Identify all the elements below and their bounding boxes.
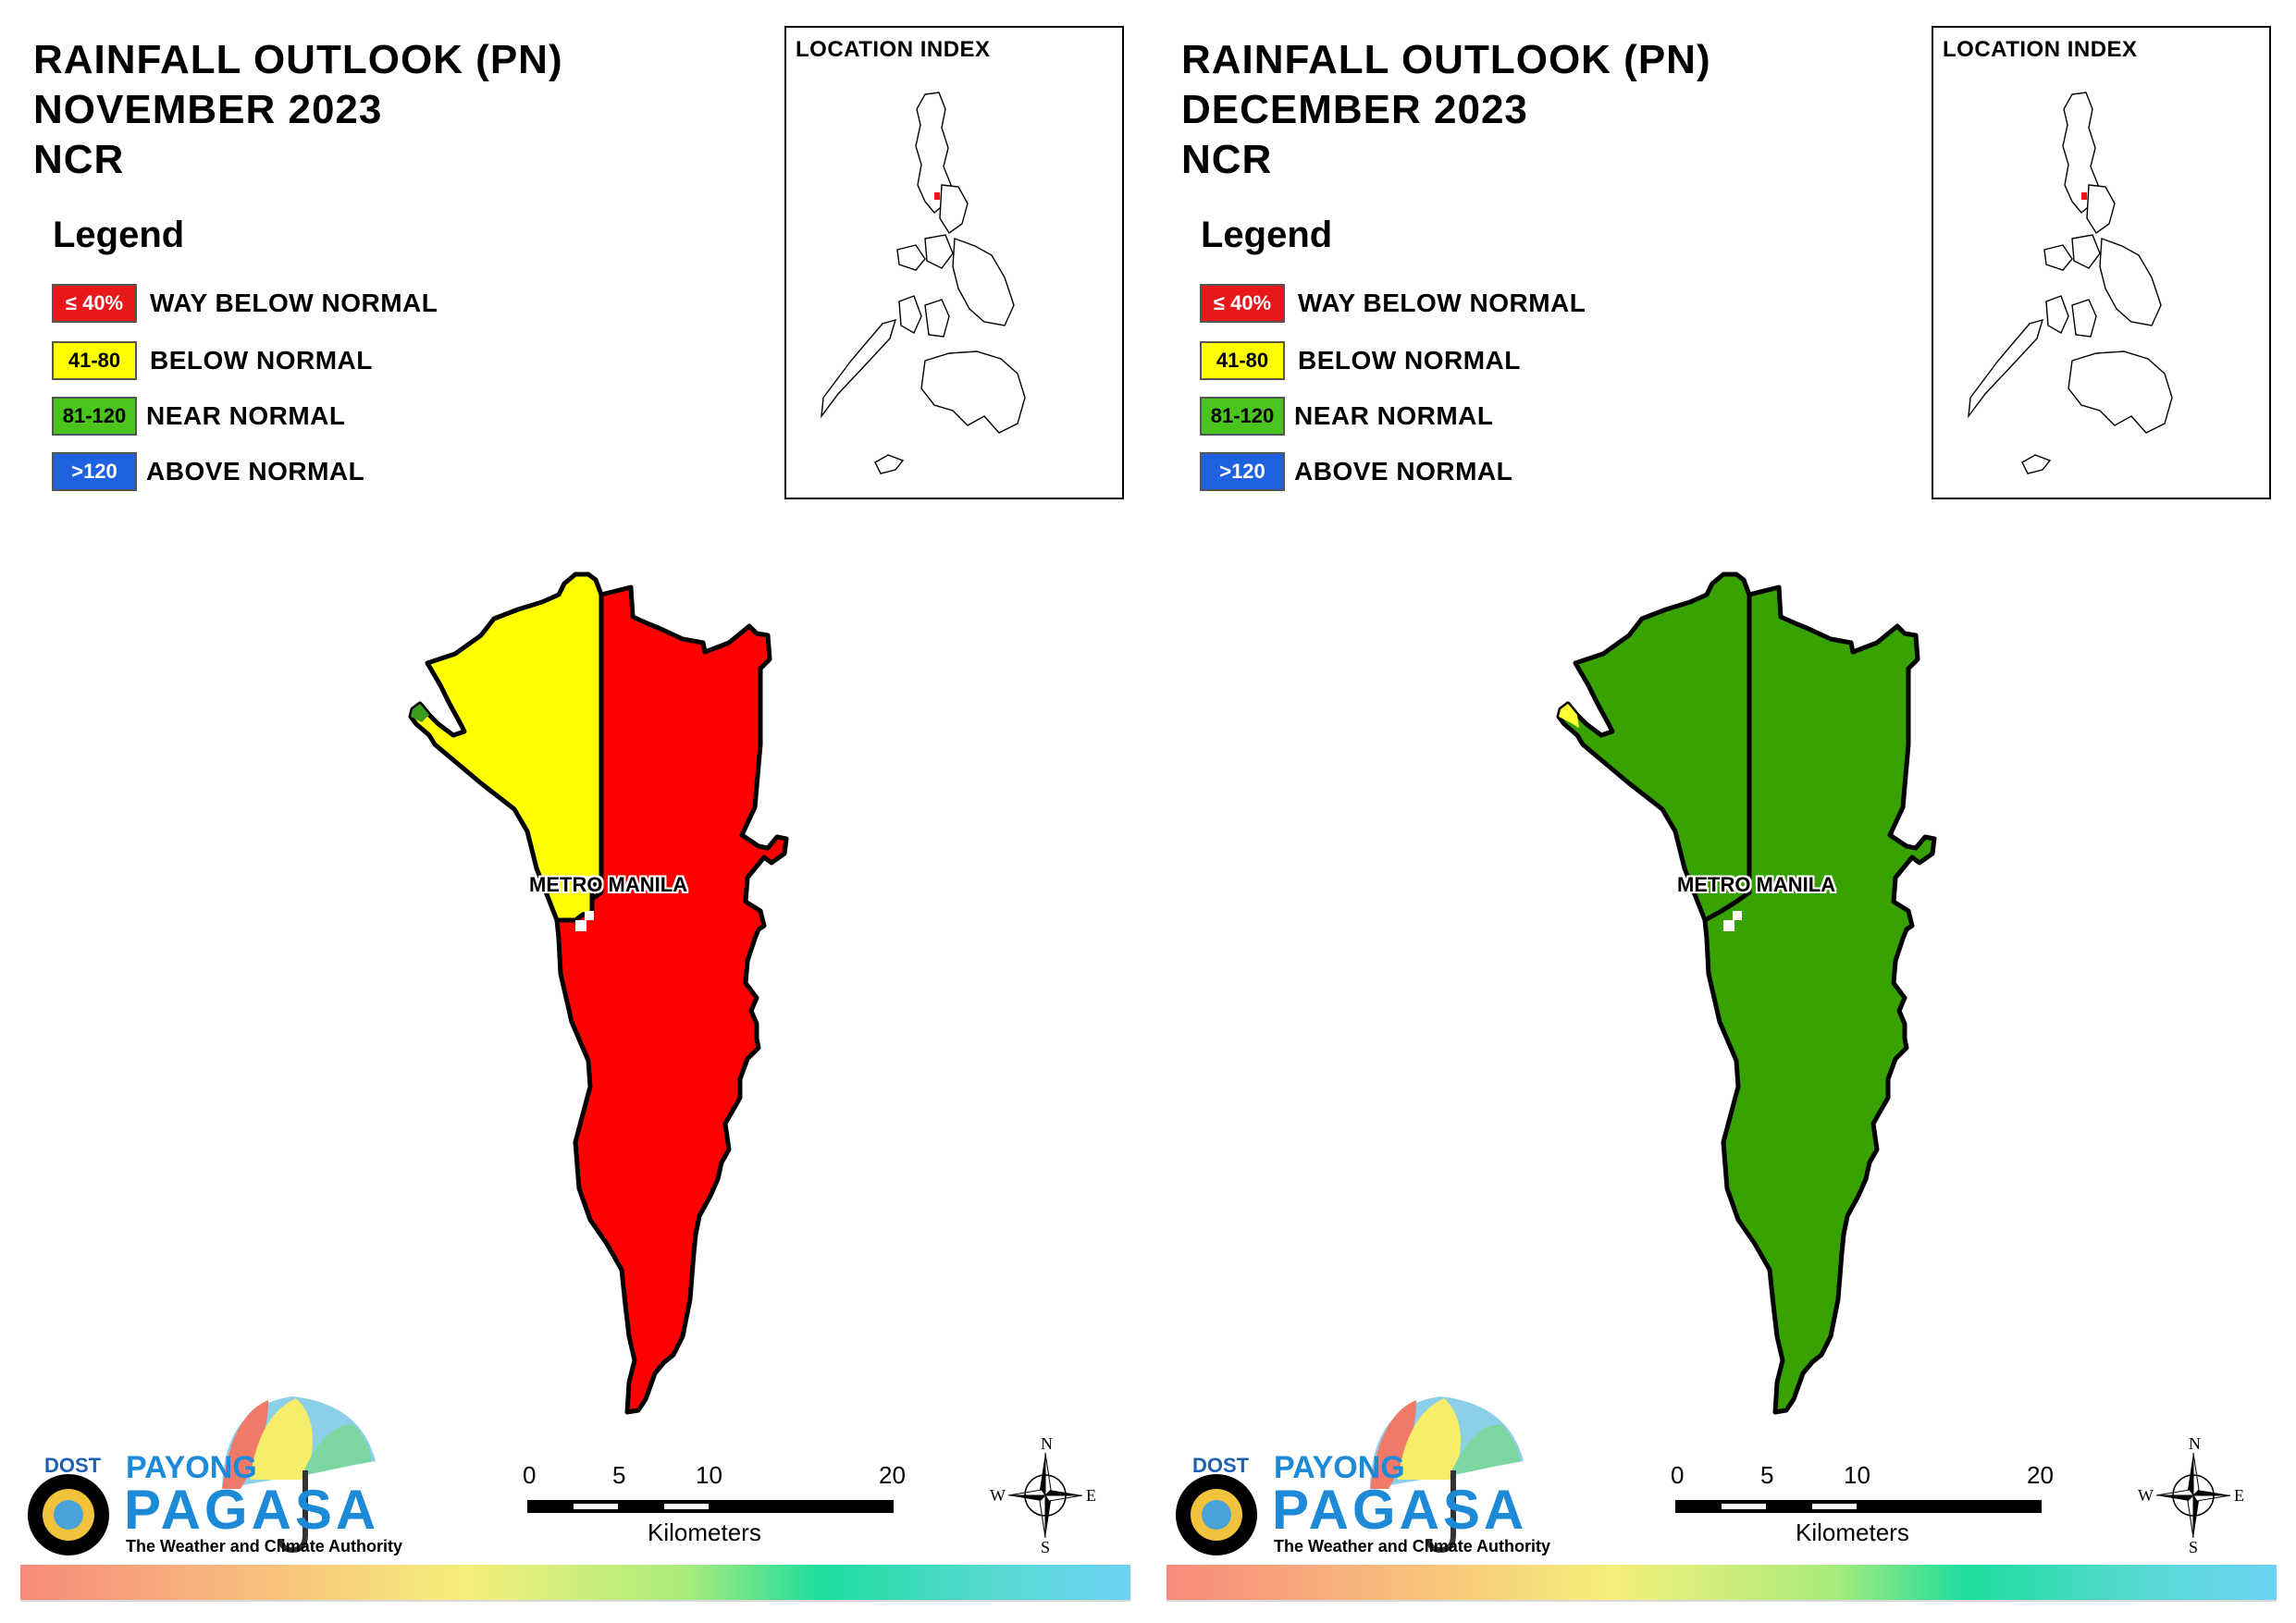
scale-label-20: 20	[2027, 1461, 2054, 1489]
legend-label: BELOW NORMAL	[1298, 346, 1521, 375]
legend-label: ABOVE NORMAL	[1294, 457, 1513, 486]
logo-payong: PAYONG	[1274, 1450, 1405, 1485]
legend-label: WAY BELOW NORMAL	[1298, 289, 1586, 317]
compass-n: N	[2189, 1434, 2201, 1453]
legend-label: ABOVE NORMAL	[146, 457, 365, 486]
legend-swatch: 81-120	[52, 397, 137, 436]
legend-item-above: >120 ABOVE NORMAL	[52, 451, 364, 492]
title-line-1: RAINFALL OUTLOOK (PN)	[33, 37, 563, 82]
place-label-metro-manila: METRO MANILA	[1677, 873, 1836, 896]
scale-bar-graphic	[527, 1500, 894, 1513]
compass-w: W	[990, 1486, 1006, 1505]
philippines-index-map	[1968, 92, 2173, 474]
scale-label-10: 10	[1844, 1461, 1870, 1489]
legend-swatch: >120	[1200, 452, 1285, 491]
legend-title: Legend	[1201, 215, 1333, 255]
legend-swatch: >120	[52, 452, 137, 491]
legend-label: NEAR NORMAL	[146, 401, 346, 430]
scale-label-0: 0	[1671, 1461, 1685, 1489]
legend-item-way-below: ≤ 40% WAY BELOW NORMAL	[52, 283, 438, 324]
logo-pagasa: PAGASA	[1272, 1479, 1528, 1541]
scale-label-10: 10	[696, 1461, 722, 1489]
legend-swatch: ≤ 40%	[1200, 284, 1285, 323]
outlook-panel-november: RAINFALL OUTLOOK (PN) NOVEMBER 2023 NCR …	[20, 26, 1130, 1602]
legend-label: NEAR NORMAL	[1294, 401, 1494, 430]
location-index-title: LOCATION INDEX	[1943, 37, 2138, 62]
title-line-2: DECEMBER 2023	[1181, 87, 1528, 132]
payong-pagasa-logo	[1176, 1396, 1524, 1555]
map-title: RAINFALL OUTLOOK (PN) DECEMBER 2023 NCR	[1181, 35, 1711, 185]
scale-bar: 0 5 10 20 Kilometers	[1666, 1461, 2073, 1554]
compass-w: W	[2138, 1486, 2154, 1505]
scale-unit: Kilometers	[648, 1518, 761, 1546]
scale-bar-graphic	[1675, 1500, 2042, 1513]
legend-item-below: 41-80 BELOW NORMAL	[1200, 340, 1521, 381]
legend-swatch: 81-120	[1200, 397, 1285, 436]
compass-rose-icon	[1007, 1452, 1083, 1539]
logo-dost: DOST	[44, 1454, 102, 1477]
logo-tagline: The Weather and Climate Authority	[126, 1537, 403, 1555]
title-line-1: RAINFALL OUTLOOK (PN)	[1181, 37, 1711, 82]
payong-pagasa-logo	[28, 1396, 376, 1555]
footer-gradient-bar	[1167, 1565, 2277, 1600]
footer-divider	[1167, 1600, 2277, 1602]
legend-label: BELOW NORMAL	[150, 346, 373, 375]
title-line-2: NOVEMBER 2023	[33, 87, 383, 132]
title-line-3: NCR	[1181, 137, 1273, 182]
footer-divider	[20, 1600, 1130, 1602]
scale-unit: Kilometers	[1796, 1518, 1909, 1546]
compass-rose-icon	[2155, 1452, 2231, 1539]
north-arrow: N S E W	[2138, 1434, 2249, 1558]
logo-pagasa: PAGASA	[124, 1479, 380, 1541]
footer-gradient-bar	[20, 1565, 1130, 1600]
title-line-3: NCR	[33, 137, 125, 182]
legend-swatch: 41-80	[1200, 341, 1285, 380]
outlook-panel-december: RAINFALL OUTLOOK (PN) DECEMBER 2023 NCR …	[1148, 0, 2296, 1623]
legend-swatch: 41-80	[52, 341, 137, 380]
legend-title: Legend	[53, 215, 185, 255]
scale-label-5: 5	[1760, 1461, 1774, 1489]
legend-item-near: 81-120 NEAR NORMAL	[1200, 396, 1494, 436]
scale-label-0: 0	[523, 1461, 537, 1489]
compass-n: N	[1041, 1434, 1053, 1453]
ncr-rainfall-map	[1556, 572, 1937, 1415]
north-arrow: N S E W	[990, 1434, 1101, 1558]
scale-bar: 0 5 10 20 Kilometers	[518, 1461, 925, 1554]
legend-swatch: ≤ 40%	[52, 284, 137, 323]
logo-payong: PAYONG	[126, 1450, 257, 1485]
legend-item-below: 41-80 BELOW NORMAL	[52, 340, 373, 381]
legend-label: WAY BELOW NORMAL	[150, 289, 438, 317]
logo-tagline: The Weather and Climate Authority	[1274, 1537, 1551, 1555]
ncr-rainfall-map	[408, 572, 789, 1415]
place-label-metro-manila: METRO MANILA	[529, 873, 688, 896]
logo-dost: DOST	[1192, 1454, 1250, 1477]
compass-e: E	[2234, 1486, 2244, 1505]
compass-e: E	[1086, 1486, 1096, 1505]
location-index-title: LOCATION INDEX	[796, 37, 991, 62]
legend-item-near: 81-120 NEAR NORMAL	[52, 396, 346, 436]
scale-label-5: 5	[612, 1461, 626, 1489]
philippines-index-map	[821, 92, 1026, 474]
map-title: RAINFALL OUTLOOK (PN) NOVEMBER 2023 NCR	[33, 35, 563, 185]
compass-s: S	[2189, 1538, 2199, 1556]
location-index: LOCATION INDEX	[784, 26, 1124, 499]
scale-label-20: 20	[879, 1461, 906, 1489]
location-index: LOCATION INDEX	[1932, 26, 2271, 499]
legend-item-above: >120 ABOVE NORMAL	[1200, 451, 1512, 492]
legend-item-way-below: ≤ 40% WAY BELOW NORMAL	[1200, 283, 1586, 324]
compass-s: S	[1041, 1538, 1051, 1556]
